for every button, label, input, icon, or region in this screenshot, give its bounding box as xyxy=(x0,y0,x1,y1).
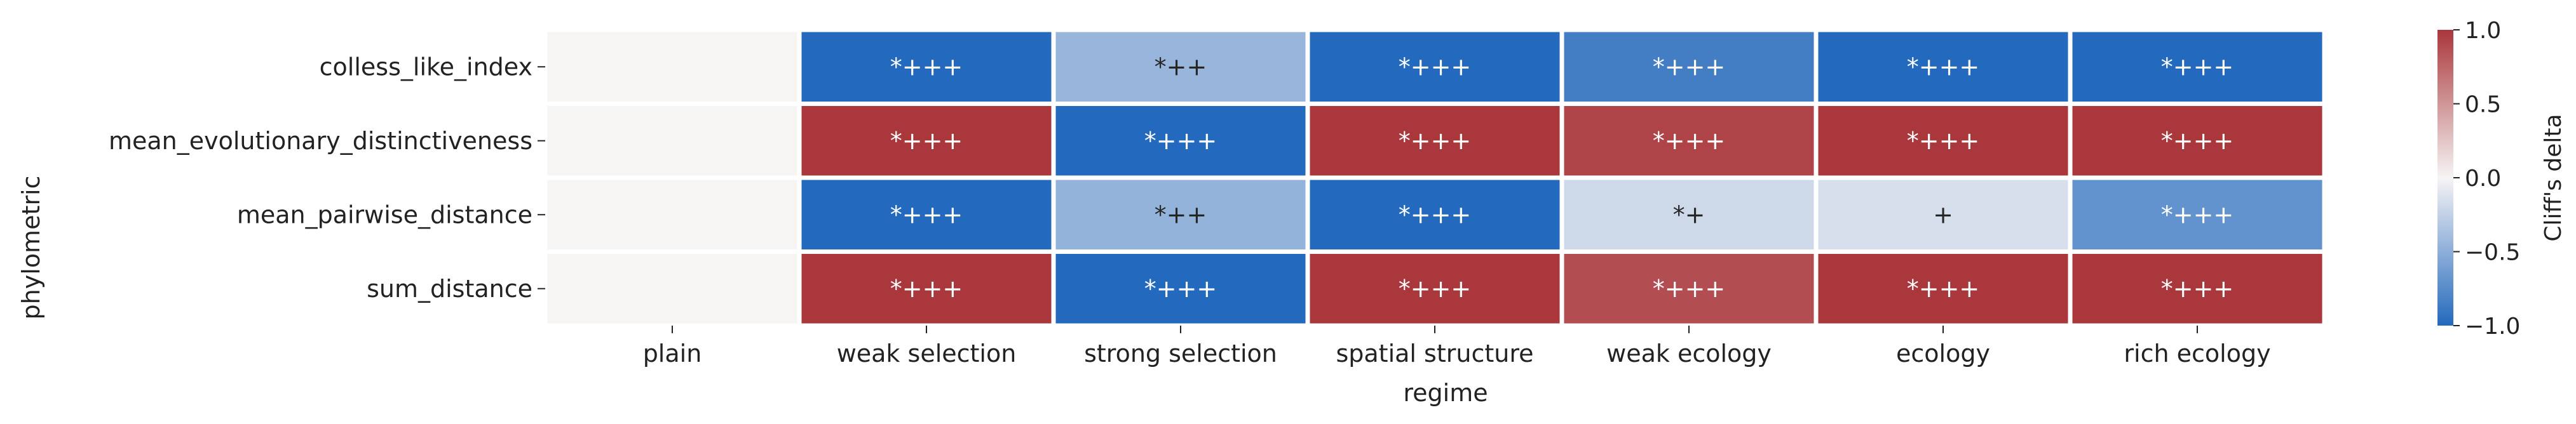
cell-annotation: *+++ xyxy=(1399,201,1472,229)
heatmap-cell xyxy=(1055,32,1306,102)
heatmap-cell xyxy=(1310,254,1560,324)
cell-annotation: *+++ xyxy=(890,127,963,155)
heatmap-cell xyxy=(801,180,1052,249)
heatmap-cell xyxy=(1564,106,1814,176)
x-tick-label: plain xyxy=(643,340,702,368)
x-tick-label: ecology xyxy=(1896,340,1990,368)
y-tick-label: mean_evolutionary_distinctiveness xyxy=(109,127,532,155)
colorbar-tick-label: 0.5 xyxy=(2465,92,2501,118)
heatmap-cell-labels: *+++ *++ *+++ *+++ *+++ *+++*+++ *+++ *+++ *+++ *… xyxy=(890,53,2234,303)
heatmap-cell xyxy=(547,254,797,324)
cell-annotation: *+++ xyxy=(2161,275,2234,303)
cell-annotation: *+++ xyxy=(1399,275,1472,303)
x-tick-label: rich ecology xyxy=(2124,340,2270,368)
heatmap-cells xyxy=(547,32,2322,324)
cell-annotation: *+++ xyxy=(1907,127,1980,155)
x-tick-label: weak ecology xyxy=(1606,340,1772,368)
heatmap-cell xyxy=(547,180,797,249)
cell-annotation: *+++ xyxy=(2161,53,2234,81)
heatmap-cell xyxy=(1310,32,1560,102)
colorbar: 1.0 0.5 0.0 −0.5 −1.0 Cliff's delta xyxy=(2437,18,2566,340)
heatmap-cell xyxy=(1564,180,1814,249)
cell-annotation: *+++ xyxy=(1144,127,1217,155)
colorbar-gradient xyxy=(2437,30,2453,326)
x-axis-label: regime xyxy=(1403,379,1488,407)
heatmap-cell xyxy=(1055,180,1306,249)
y-axis-label: phylometric xyxy=(17,176,45,320)
cell-annotation: *+++ xyxy=(1907,275,1980,303)
x-tick-label: weak selection xyxy=(837,340,1017,368)
colorbar-tick-label: −0.5 xyxy=(2465,240,2520,266)
heatmap-cell xyxy=(1055,254,1306,324)
cell-annotation: *+++ xyxy=(1399,53,1472,81)
heatmap-cell xyxy=(1564,32,1814,102)
cell-annotation: *+++ xyxy=(2161,127,2234,155)
heatmap-cell xyxy=(1564,254,1814,324)
heatmap-cell xyxy=(2072,32,2322,102)
heatmap-cell xyxy=(1818,180,2068,249)
cell-annotation: *+++ xyxy=(890,275,963,303)
heatmap-cell xyxy=(1310,180,1560,249)
cell-annotation: *+++ xyxy=(1653,275,1726,303)
heatmap-cell xyxy=(801,32,1052,102)
heatmap-cell xyxy=(801,254,1052,324)
heatmap-cell xyxy=(1818,106,2068,176)
heatmap-cell xyxy=(1818,32,2068,102)
cell-annotation: *++ xyxy=(1155,201,1207,229)
heatmap-cell xyxy=(1055,106,1306,176)
y-tick-label: sum_distance xyxy=(367,275,532,303)
y-axis: colless_like_index mean_evolutionary_dist… xyxy=(109,53,545,303)
cell-annotation: *+++ xyxy=(1144,275,1217,303)
cell-annotation: *+++ xyxy=(2161,201,2234,229)
x-tick-label: spatial structure xyxy=(1336,340,1533,368)
cell-annotation: *+++ xyxy=(1907,53,1980,81)
x-axis: plain weak selection strong selection spati… xyxy=(643,326,2271,368)
x-tick-label: strong selection xyxy=(1084,340,1277,368)
colorbar-ticks: 1.0 0.5 0.0 −0.5 −1.0 xyxy=(2453,18,2520,340)
colorbar-tick-label: −1.0 xyxy=(2465,314,2520,340)
y-tick-label: mean_pairwise_distance xyxy=(237,201,532,229)
cell-annotation: + xyxy=(1933,201,1953,229)
heatmap-cell xyxy=(2072,180,2322,249)
colorbar-label: Cliff's delta xyxy=(2540,114,2566,241)
heatmap-cell xyxy=(1310,106,1560,176)
heatmap-cell xyxy=(801,106,1052,176)
colorbar-tick-label: 1.0 xyxy=(2465,18,2501,44)
heatmap-cell xyxy=(2072,106,2322,176)
heatmap-cell xyxy=(1818,254,2068,324)
cell-annotation: *+ xyxy=(1673,201,1705,229)
cell-annotation: *+++ xyxy=(890,53,963,81)
cell-annotation: *+++ xyxy=(1653,53,1726,81)
colorbar-tick-label: 0.0 xyxy=(2465,166,2501,192)
cell-annotation: *++ xyxy=(1155,53,1207,81)
heatmap-cell xyxy=(547,106,797,176)
y-tick-label: colless_like_index xyxy=(320,53,532,81)
cell-annotation: *+++ xyxy=(890,201,963,229)
heatmap-cell xyxy=(2072,254,2322,324)
heatmap-cell xyxy=(547,32,797,102)
cell-annotation: *+++ xyxy=(1653,127,1726,155)
cell-annotation: *+++ xyxy=(1399,127,1472,155)
